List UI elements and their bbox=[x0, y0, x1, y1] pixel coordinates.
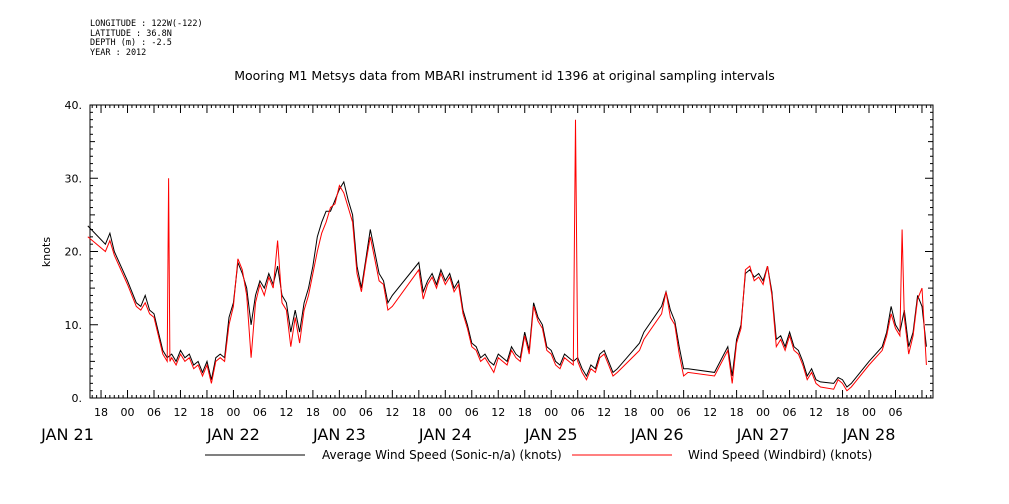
longitude-label: LONGITUDE : 122W(-122) bbox=[90, 19, 203, 29]
x-hour-label: 06 bbox=[783, 406, 797, 419]
x-hour-label: 12 bbox=[173, 406, 187, 419]
y-tick-label: 10. bbox=[65, 319, 83, 332]
legend-label-sonic: Average Wind Speed (Sonic-n/a) (knots) bbox=[322, 448, 562, 462]
chart-title: Mooring M1 Metsys data from MBARI instru… bbox=[234, 68, 775, 83]
x-hour-label: 18 bbox=[730, 406, 744, 419]
x-day-label: JAN 21 bbox=[40, 425, 94, 444]
x-hour-label: 00 bbox=[544, 406, 558, 419]
y-axis-label: knots bbox=[40, 237, 53, 267]
x-hour-label: 00 bbox=[332, 406, 346, 419]
x-hour-label: 18 bbox=[94, 406, 108, 419]
x-hour-label: 18 bbox=[306, 406, 320, 419]
x-hour-label: 12 bbox=[703, 406, 717, 419]
x-day-label: JAN 26 bbox=[630, 425, 684, 444]
x-hour-label: 06 bbox=[147, 406, 161, 419]
x-day-label: JAN 27 bbox=[736, 425, 790, 444]
x-hour-label: 06 bbox=[571, 406, 585, 419]
x-hour-label: 06 bbox=[465, 406, 479, 419]
y-tick-label: 20. bbox=[65, 246, 83, 259]
x-hour-label: 18 bbox=[624, 406, 638, 419]
plot-frame bbox=[89, 104, 934, 399]
metadata-block: LONGITUDE : 122W(-122) LATITUDE : 36.8N … bbox=[90, 19, 203, 58]
x-hour-label: 06 bbox=[888, 406, 902, 419]
y-tick-label: 40. bbox=[65, 99, 83, 112]
latitude-label: LATITUDE : 36.8N bbox=[90, 28, 172, 39]
y-tick-label: 30. bbox=[65, 172, 83, 185]
x-hour-label: 12 bbox=[597, 406, 611, 419]
x-day-label: JAN 25 bbox=[524, 425, 578, 444]
x-day-label: JAN 22 bbox=[206, 425, 260, 444]
depth-label: DEPTH (m) : -2.5 bbox=[90, 38, 172, 48]
x-hour-label: 06 bbox=[359, 406, 373, 419]
x-hour-label: 12 bbox=[385, 406, 399, 419]
x-day-label: JAN 23 bbox=[312, 425, 366, 444]
x-hour-label: 00 bbox=[650, 406, 664, 419]
x-hour-label: 00 bbox=[756, 406, 770, 419]
x-hour-label: 06 bbox=[253, 406, 267, 419]
series-line-windbird bbox=[87, 119, 927, 392]
x-hour-label: 00 bbox=[438, 406, 452, 419]
series-line-sonic bbox=[87, 180, 927, 388]
x-day-label: JAN 24 bbox=[418, 425, 472, 444]
x-hour-label: 00 bbox=[121, 406, 135, 419]
x-hour-label: 06 bbox=[677, 406, 691, 419]
x-hour-label: 18 bbox=[412, 406, 426, 419]
legend-label-windbird: Wind Speed (Windbird) (knots) bbox=[688, 448, 872, 462]
x-hour-label: 00 bbox=[226, 406, 240, 419]
x-hour-label: 18 bbox=[518, 406, 532, 419]
x-day-label: JAN 28 bbox=[842, 425, 896, 444]
x-hour-label: 12 bbox=[491, 406, 505, 419]
x-hour-label: 18 bbox=[836, 406, 850, 419]
x-hour-label: 18 bbox=[200, 406, 214, 419]
y-tick-label: 0. bbox=[72, 392, 83, 405]
year-label: YEAR : 2012 bbox=[90, 47, 147, 58]
x-hour-label: 12 bbox=[809, 406, 823, 419]
x-hour-label: 12 bbox=[279, 406, 293, 419]
x-hour-label: 00 bbox=[862, 406, 876, 419]
